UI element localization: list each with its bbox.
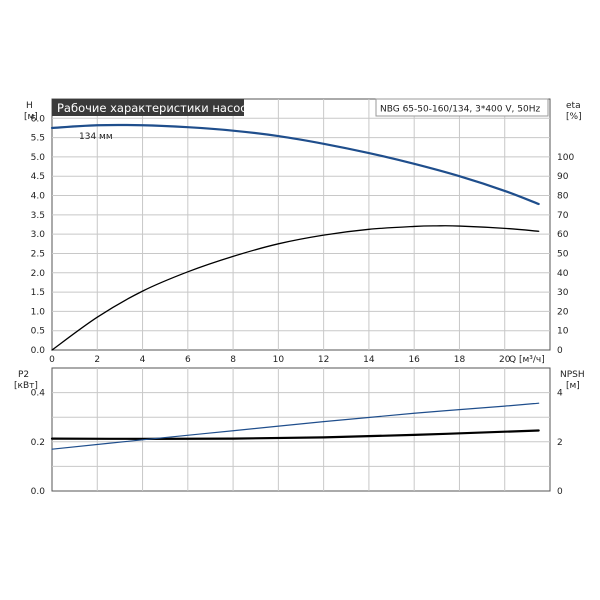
y-right-unit-bottom: [м] xyxy=(566,381,580,391)
npsh-curve xyxy=(51,402,540,450)
x-tick-label: 10 xyxy=(273,355,285,365)
pump-label-box: NBG 65-50-160/134, 3*400 V, 50Hz xyxy=(375,98,549,117)
y-left-tick-label: 0.0 xyxy=(31,346,46,356)
series-layer xyxy=(50,123,540,450)
y-left-tick-label: 1.0 xyxy=(31,307,46,317)
title-box: Рабочие характеристики насоса xyxy=(52,99,254,116)
npsh-tick-label: 4 xyxy=(557,389,563,399)
top-plot-frame xyxy=(51,98,551,351)
x-tick-label: 0 xyxy=(49,355,55,365)
y-right-tick-label: 20 xyxy=(557,307,569,317)
y-left-tick-label: 1.5 xyxy=(31,288,45,298)
y-right-label-bottom: NPSH xyxy=(560,370,585,380)
series-label-134mm: 134 мм xyxy=(79,132,113,142)
x-tick-label: 12 xyxy=(318,355,329,365)
p2-power-curve xyxy=(50,429,540,440)
y-left-tick-label: 3.5 xyxy=(31,211,45,221)
y-left-tick-label: 3.0 xyxy=(31,230,46,240)
x-axis-label: Q [м³/ч] xyxy=(509,355,545,365)
y-right-tick-label: 80 xyxy=(557,192,569,202)
top-plot-grid xyxy=(51,98,551,351)
y-left-tick-label: 0.5 xyxy=(31,327,45,337)
efficiency-curve xyxy=(51,225,540,351)
y-right-tick-label: 0 xyxy=(557,346,563,356)
y-right-tick-label: 50 xyxy=(557,249,569,259)
y-left-tick-label: 5.5 xyxy=(31,134,45,144)
y-right-tick-label: 40 xyxy=(557,269,569,279)
y-right-tick-label: 70 xyxy=(557,211,569,221)
y-right-tick-label: 60 xyxy=(557,230,569,240)
y-left-label-top: H xyxy=(26,101,33,111)
head-curve-134mm xyxy=(50,123,540,206)
x-tick-label: 4 xyxy=(140,355,146,365)
p2-tick-label: 0.0 xyxy=(31,487,46,497)
y-left-tick-label: 2.0 xyxy=(31,269,46,279)
y-left-unit-bottom: [кВт] xyxy=(14,381,38,391)
x-tick-label: 8 xyxy=(230,355,236,365)
y-right-tick-label: 90 xyxy=(557,172,569,182)
bottom-plot-grid xyxy=(51,367,551,492)
y-right-tick-label: 100 xyxy=(557,153,574,163)
p2-tick-label: 0.4 xyxy=(31,389,46,399)
y-left-tick-label: 2.5 xyxy=(31,249,45,259)
npsh-tick-label: 0 xyxy=(557,487,563,497)
x-tick-label: 14 xyxy=(363,355,375,365)
bottom-plot-frame xyxy=(51,367,551,492)
pump-model-label: NBG 65-50-160/134, 3*400 V, 50Hz xyxy=(380,105,540,115)
x-tick-label: 18 xyxy=(454,355,466,365)
y-right-tick-label: 30 xyxy=(557,288,569,298)
y-right-unit-top: [%] xyxy=(566,112,582,122)
tick-labels: 0 2 4 6 8 10 12 14 16 18 200.00.51.01.52.02.53.03.… xyxy=(31,114,575,497)
x-tick-label: 2 xyxy=(94,355,100,365)
y-left-tick-label: 4.5 xyxy=(31,172,45,182)
y-left-label-bottom: P2 xyxy=(18,370,29,380)
p2-tick-label: 0.2 xyxy=(31,438,45,448)
y-right-label-top: eta xyxy=(566,101,581,111)
chart-title: Рабочие характеристики насоса xyxy=(57,101,254,115)
npsh-tick-label: 2 xyxy=(557,438,563,448)
y-left-tick-label: 5.0 xyxy=(31,153,46,163)
y-left-tick-label: 4.0 xyxy=(31,192,46,202)
x-tick-label: 20 xyxy=(499,355,511,365)
x-tick-label: 6 xyxy=(185,355,191,365)
y-right-tick-label: 10 xyxy=(557,327,569,337)
x-tick-label: 16 xyxy=(408,355,420,365)
y-left-tick-label: 6.0 xyxy=(31,114,46,124)
y-left-unit-top: [м] xyxy=(24,112,38,122)
